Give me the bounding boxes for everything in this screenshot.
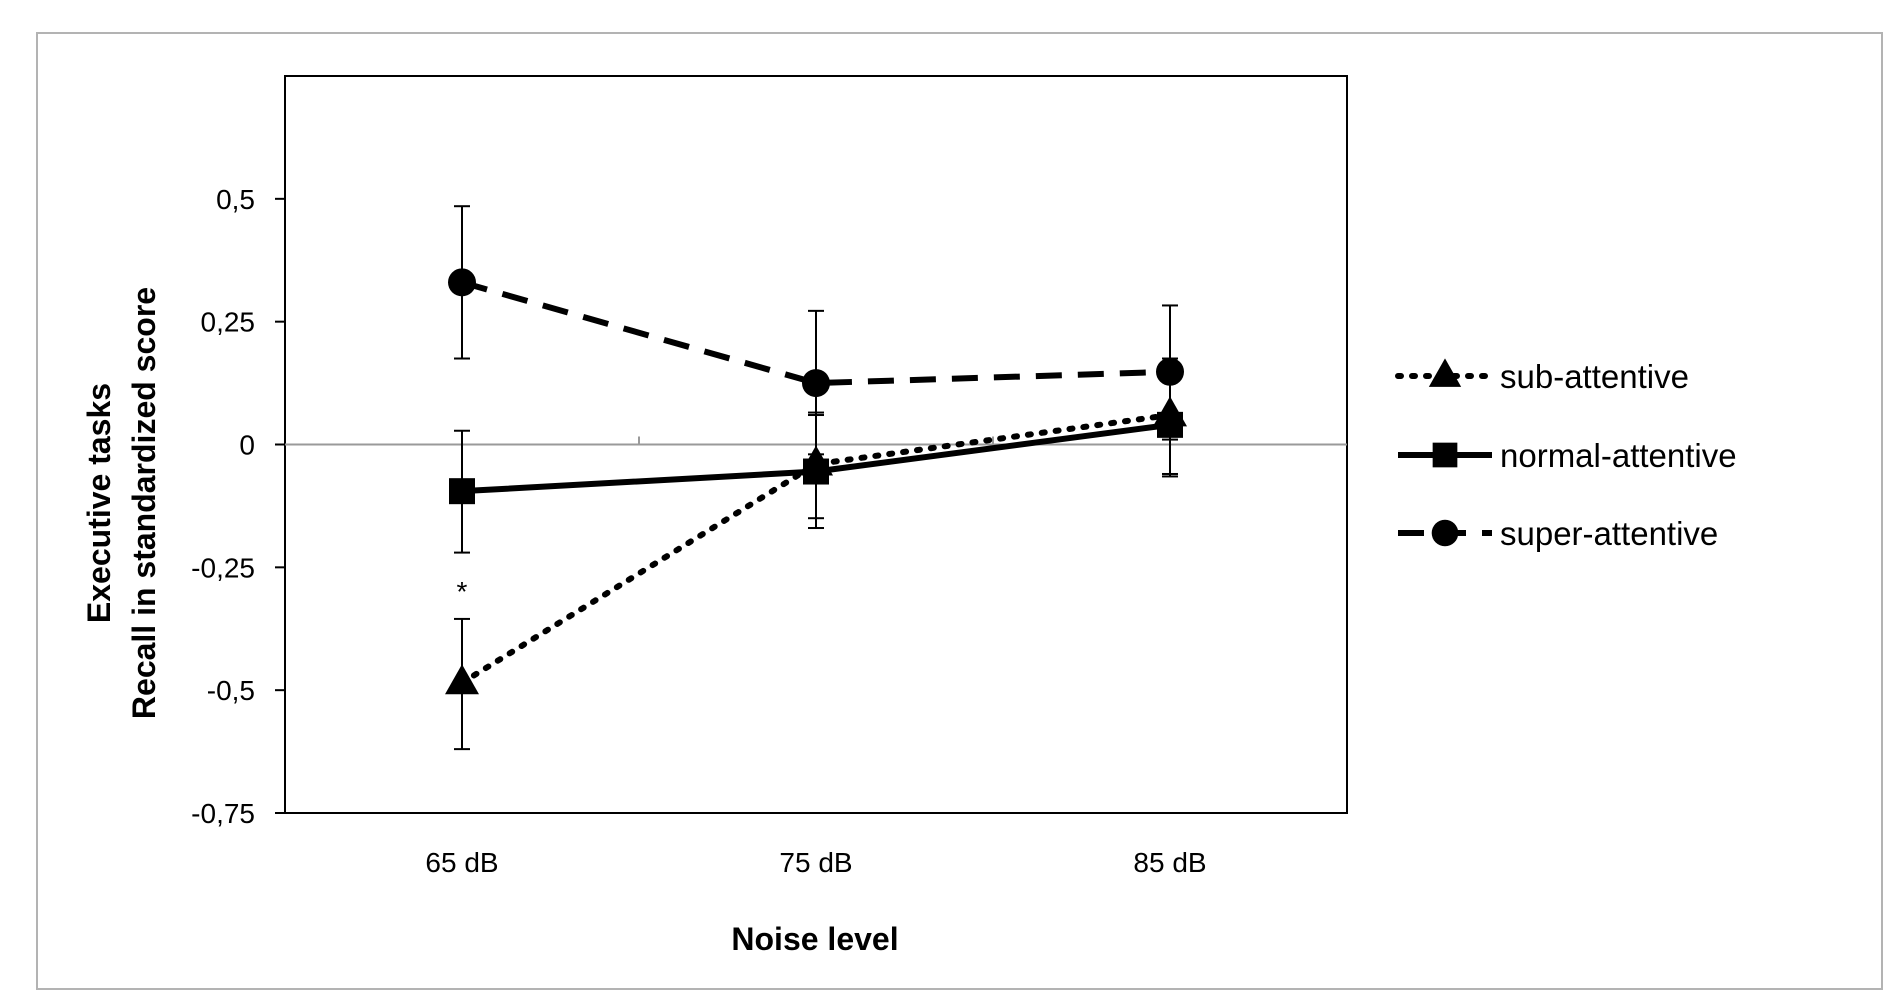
legend-item-sub-attentive: sub-attentive [1395, 358, 1689, 395]
data-point-circle [1156, 357, 1184, 386]
y-tick-label: 0,5 [216, 184, 255, 215]
series-layer [445, 205, 1187, 751]
legend-label: normal-attentive [1500, 437, 1737, 474]
legend-marker-circle [1431, 519, 1459, 547]
legend-marker-square [1432, 442, 1458, 468]
data-point-circle [448, 268, 476, 297]
legend: sub-attentive normal-attentive super-atten… [1395, 358, 1737, 552]
legend-label: sub-attentive [1500, 358, 1689, 395]
series-line [461, 279, 1171, 387]
series-super-attentive-errorbars [454, 205, 1178, 456]
series-super-attentive [448, 268, 1184, 398]
x-axis-title: Noise level [731, 921, 898, 957]
y-axis-title-line-1: Executive tasks [81, 383, 117, 623]
data-point-triangle [445, 664, 479, 695]
data-point-circle [802, 369, 830, 398]
y-axis: 0,5 0,25 0 -0,25 -0,5 -0,75 [191, 184, 285, 829]
chart-frame [36, 32, 1883, 990]
y-tick-label: -0,25 [191, 552, 255, 583]
data-point-square [1157, 411, 1183, 438]
annotation-asterisk: * [457, 576, 468, 607]
y-axis-title-line-2: Recall in standardized score [126, 287, 162, 719]
y-tick-label: 0,25 [201, 307, 256, 338]
x-tick-label: 75 dB [779, 847, 852, 878]
axis-titles: Noise level Executive tasks Recall in st… [81, 287, 899, 957]
legend-item-super-attentive: super-attentive [1398, 515, 1718, 552]
legend-item-normal-attentive: normal-attentive [1398, 437, 1737, 474]
x-tick-label: 85 dB [1133, 847, 1206, 878]
x-tick-label: 65 dB [425, 847, 498, 878]
legend-marker-triangle [1428, 358, 1462, 387]
y-tick-label: -0,5 [207, 675, 255, 706]
annotation-layer: * [457, 576, 468, 607]
legend-label: super-attentive [1500, 515, 1718, 552]
data-point-square [803, 458, 829, 485]
series-normal-attentive [449, 411, 1183, 505]
series-line [459, 412, 1173, 686]
y-tick-label: -0,75 [191, 798, 255, 829]
data-point-square [449, 478, 475, 505]
y-tick-label: 0 [239, 430, 255, 461]
x-axis: 65 dB 75 dB 85 dB [425, 847, 1206, 878]
